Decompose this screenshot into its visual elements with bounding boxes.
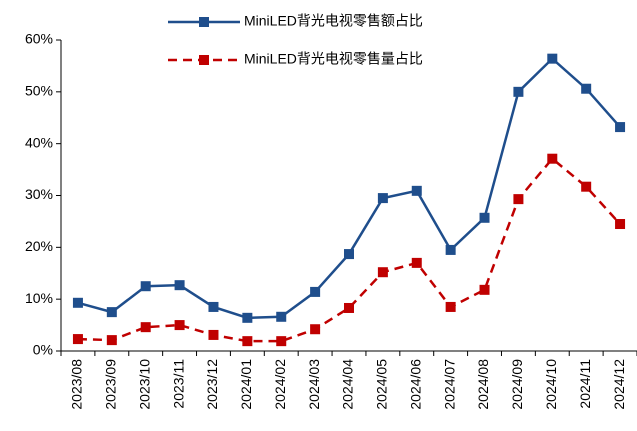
x-tick-label: 2024/06: [407, 359, 423, 410]
marker: [344, 302, 354, 313]
marker: [174, 320, 185, 331]
marker: [208, 329, 219, 340]
marker: [72, 334, 83, 345]
marker: [174, 280, 185, 291]
y-tick-label: 10%: [25, 290, 53, 306]
y-tick-label: 20%: [25, 238, 53, 254]
x-tick-label: 2024/10: [543, 359, 559, 410]
x-tick-label: 2024/09: [509, 359, 525, 410]
legend-marker: [199, 17, 209, 27]
marker: [208, 301, 219, 312]
marker: [72, 297, 83, 308]
x-tick-label: 2024/08: [475, 359, 491, 410]
marker: [106, 307, 117, 318]
marker: [344, 249, 354, 260]
x-tick-label: 2024/07: [441, 359, 457, 410]
marker: [377, 193, 388, 204]
marker: [140, 322, 151, 333]
marker: [581, 181, 592, 192]
marker: [615, 219, 626, 230]
marker: [547, 53, 558, 64]
x-tick-label: 2023/08: [69, 359, 85, 410]
y-tick-label: 50%: [25, 83, 53, 99]
marker: [242, 336, 253, 347]
marker: [547, 153, 558, 164]
marker: [276, 336, 287, 347]
marker: [276, 311, 287, 322]
marker: [615, 122, 626, 133]
x-tick-label: 2024/03: [306, 359, 322, 410]
y-tick-label: 40%: [25, 134, 53, 150]
x-tick-label: 2024/05: [374, 359, 390, 410]
marker: [445, 301, 456, 312]
x-tick-label: 2024/01: [238, 359, 254, 410]
x-tick-label: 2023/11: [170, 359, 186, 409]
x-tick-label: 2024/11: [577, 359, 593, 409]
marker: [377, 267, 388, 278]
x-tick-label: 2023/09: [103, 359, 119, 410]
x-tick-label: 2024/04: [340, 359, 356, 410]
legend-label: MiniLED背光电视零售额占比: [244, 13, 423, 29]
series-line: [77, 156, 621, 343]
y-tick-label: 60%: [25, 31, 53, 47]
marker: [106, 335, 117, 346]
marker: [310, 324, 321, 335]
marker: [242, 312, 253, 323]
marker: [479, 284, 490, 295]
y-tick-label: 0%: [33, 342, 53, 358]
marker: [310, 286, 321, 297]
legend-marker: [199, 55, 209, 65]
series-line: [77, 56, 621, 320]
marker: [581, 83, 592, 94]
y-tick-label: 30%: [25, 186, 53, 202]
marker: [140, 281, 151, 292]
marker: [411, 257, 422, 268]
x-tick-label: 2024/02: [272, 359, 288, 410]
marker: [445, 244, 456, 255]
marker: [513, 194, 524, 205]
x-tick-label: 2023/10: [136, 359, 152, 410]
x-tick-label: 2023/12: [204, 359, 220, 410]
marker: [479, 212, 490, 223]
legend-label: MiniLED背光电视零售量占比: [244, 51, 423, 67]
x-tick-label: 2024/12: [611, 359, 627, 410]
marker: [513, 86, 524, 97]
marker: [411, 185, 422, 196]
